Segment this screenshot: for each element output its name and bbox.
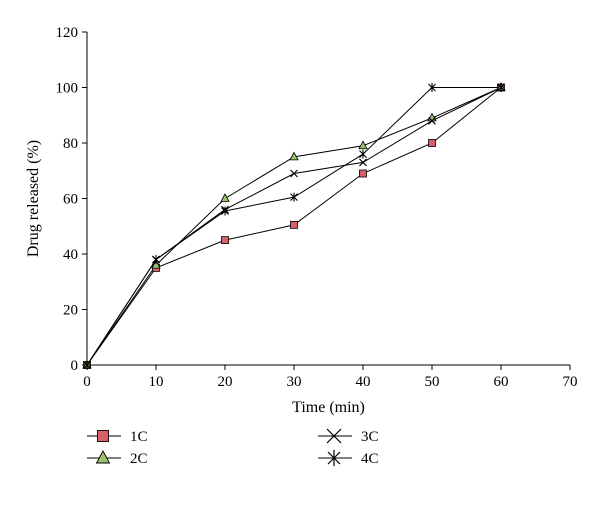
legend: 1C 2C 3C 4C	[87, 428, 379, 467]
data-point-1c	[221, 236, 229, 245]
legend-item-1c: 1C	[87, 429, 148, 445]
data-point-2c	[151, 259, 161, 269]
data-point-4c	[290, 192, 298, 202]
data-point-4c	[428, 83, 436, 92]
x-tick-label: 30	[287, 374, 302, 390]
x-tick-label: 10	[149, 374, 164, 390]
legend-marker-3c	[326, 428, 342, 444]
x-tick-label: 20	[218, 374, 233, 390]
data-point-4c	[221, 206, 229, 216]
y-tick-label: 20	[63, 303, 78, 319]
legend-label-4c: 4C	[361, 451, 379, 467]
legend-item-4c: 4C	[318, 450, 379, 467]
data-point-4c	[359, 149, 367, 159]
legend-item-2c: 2C	[87, 450, 148, 467]
y-tick-label: 120	[56, 25, 79, 41]
x-tick-label: 70	[563, 374, 578, 390]
y-tick-label: 60	[63, 192, 78, 208]
data-point-1c	[359, 169, 367, 178]
data-point-4c	[152, 255, 160, 265]
data-point-3c	[359, 158, 367, 167]
data-point-3c	[290, 169, 298, 178]
data-point-4c	[83, 360, 91, 370]
y-tick-label: 80	[63, 136, 78, 152]
x-tick-label: 40	[356, 374, 371, 390]
data-point-3c	[428, 116, 436, 125]
data-point-2c	[220, 193, 230, 202]
legend-label-1c: 1C	[130, 429, 148, 445]
data-point-1c	[428, 139, 436, 147]
x-tick-label: 50	[425, 374, 440, 390]
data-point-1c	[290, 220, 298, 229]
data-point-4c	[497, 83, 505, 92]
legend-label-3c: 3C	[361, 429, 379, 445]
tick-labels: 0 20 40 60 80 100 120 0 10 20 30 40 50 60 70	[56, 25, 578, 390]
legend-marker-1c	[97, 430, 109, 442]
data-point-2c	[358, 140, 368, 150]
x-axis-label: Time (min)	[292, 399, 365, 416]
x-tick-label: 0	[83, 374, 91, 390]
legend-marker-4c	[327, 450, 341, 466]
y-tick-label: 40	[63, 247, 78, 263]
x-tick-label: 60	[494, 374, 509, 390]
legend-label-2c: 2C	[130, 451, 148, 467]
legend-marker-2c	[95, 450, 111, 464]
series-markers	[82, 82, 506, 370]
data-point-2c	[289, 151, 299, 161]
y-tick-label: 100	[56, 81, 79, 97]
axes	[82, 31, 571, 370]
y-axis-label: Drug released (%)	[25, 140, 42, 257]
y-tick-label: 0	[71, 358, 79, 374]
legend-item-3c: 3C	[318, 428, 379, 445]
